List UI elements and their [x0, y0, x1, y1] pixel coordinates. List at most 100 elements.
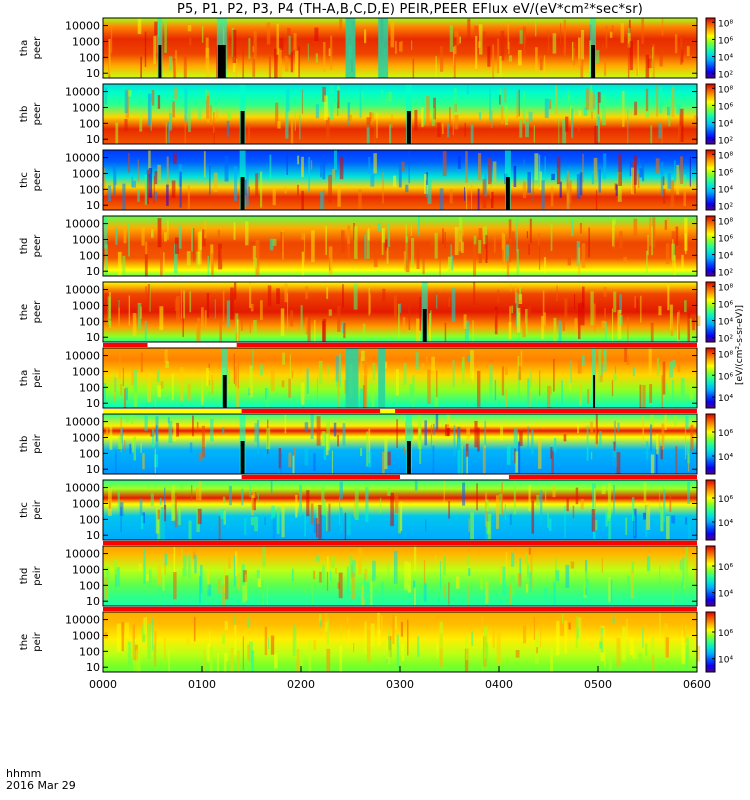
texture-streak [603, 287, 607, 297]
texture-streak [492, 630, 495, 649]
texture-streak [366, 124, 370, 144]
texture-streak [528, 244, 530, 255]
texture-streak [572, 505, 575, 519]
texture-streak [205, 89, 207, 100]
texture-streak [250, 303, 254, 312]
texture-streak [551, 173, 555, 181]
texture-streak [164, 562, 166, 576]
texture-streak [638, 653, 643, 672]
texture-streak [353, 643, 355, 653]
texture-streak [506, 445, 511, 465]
texture-streak [679, 108, 684, 142]
x-tick-label: 0600 [683, 678, 711, 691]
texture-streak [543, 312, 546, 327]
texture-streak [209, 647, 213, 672]
texture-streak [113, 560, 118, 575]
texture-streak [248, 186, 250, 196]
texture-streak [604, 58, 607, 76]
texture-streak [137, 189, 140, 202]
texture-streak [268, 56, 271, 78]
panel-product-label: peer [32, 36, 43, 60]
texture-streak [138, 653, 141, 672]
texture-streak [304, 447, 309, 466]
texture-streak [659, 613, 661, 641]
texture-streak [467, 355, 471, 362]
texture-streak [269, 154, 272, 181]
texture-streak [426, 172, 428, 185]
panel-product-label: peer [32, 102, 43, 126]
texture-streak [607, 509, 610, 521]
texture-streak [485, 581, 489, 604]
texture-streak [532, 168, 534, 202]
texture-streak [529, 218, 532, 243]
texture-streak [684, 300, 687, 313]
texture-streak [351, 560, 356, 578]
texture-streak [421, 107, 424, 128]
texture-streak [242, 570, 247, 583]
texture-streak [104, 577, 108, 599]
texture-streak [174, 87, 178, 100]
texture-streak [145, 574, 149, 581]
texture-streak [182, 568, 184, 584]
texture-streak [315, 554, 320, 562]
texture-streak [501, 366, 505, 396]
texture-streak [186, 251, 191, 266]
texture-streak [670, 561, 674, 581]
texture-streak [604, 321, 607, 342]
texture-streak [562, 119, 567, 144]
texture-streak [382, 172, 384, 204]
texture-streak [519, 119, 523, 138]
texture-streak [499, 56, 502, 76]
texture-streak [381, 228, 384, 255]
panel-thb-peer: 10 100 1000 10000 thb peer 10² 10⁴ 10⁶ 10⁸ [19, 83, 733, 147]
texture-streak [554, 437, 557, 453]
texture-streak [627, 32, 631, 48]
texture-streak [296, 648, 300, 672]
texture-streak [450, 244, 452, 267]
texture-streak [183, 94, 185, 103]
texture-streak [141, 227, 145, 246]
texture-streak [681, 636, 686, 665]
y-tick-label: 10 [86, 463, 100, 476]
texture-streak [275, 102, 279, 125]
texture-streak [530, 370, 532, 388]
texture-streak [595, 50, 600, 63]
texture-streak [591, 111, 593, 119]
texture-streak [513, 165, 517, 187]
texture-streak [267, 285, 272, 307]
texture-streak [284, 186, 287, 194]
texture-streak [651, 653, 655, 672]
texture-streak [540, 490, 543, 522]
texture-streak [505, 389, 508, 408]
panel-product-label: peir [32, 631, 43, 651]
texture-streak [174, 59, 176, 78]
texture-streak [651, 520, 653, 531]
texture-streak [651, 226, 653, 256]
texture-streak [220, 509, 224, 520]
texture-streak [493, 233, 496, 253]
texture-streak [304, 422, 309, 432]
texture-streak [462, 482, 466, 506]
texture-streak [442, 228, 444, 244]
texture-streak [204, 219, 207, 239]
texture-streak [386, 247, 389, 264]
texture-streak [249, 282, 252, 308]
texture-streak [449, 189, 453, 204]
texture-streak [494, 379, 497, 401]
texture-streak [511, 231, 515, 246]
texture-streak [228, 557, 231, 569]
texture-streak [418, 216, 420, 236]
texture-streak [682, 35, 684, 53]
texture-streak [324, 499, 326, 516]
texture-streak [306, 368, 309, 394]
texture-streak [658, 433, 660, 448]
texture-streak [504, 88, 507, 103]
texture-streak [294, 106, 296, 131]
texture-streak [119, 502, 124, 517]
texture-streak [398, 511, 401, 534]
texture-streak [218, 579, 221, 594]
texture-streak [222, 290, 225, 322]
texture-streak [144, 415, 148, 431]
texture-streak [328, 48, 331, 57]
texture-streak [687, 481, 691, 504]
